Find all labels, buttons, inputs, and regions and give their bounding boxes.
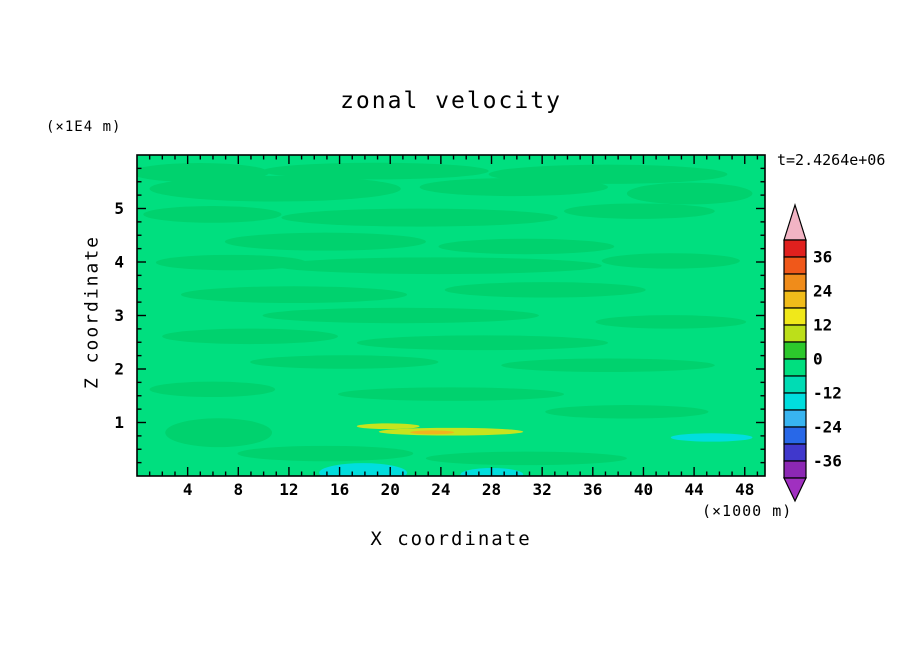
colorbar-segment xyxy=(783,256,807,275)
contour-region xyxy=(262,162,489,180)
colorbar-label: -12 xyxy=(813,384,842,403)
x-tick-label: 24 xyxy=(431,480,450,499)
colorbar-segment xyxy=(783,341,807,360)
contour-region xyxy=(425,451,627,466)
colorbar-segment xyxy=(783,443,807,462)
colorbar-segment xyxy=(783,358,807,377)
contour-region xyxy=(281,208,558,227)
x-tick-label: 44 xyxy=(684,480,703,499)
contour-region xyxy=(224,232,426,251)
contour-region xyxy=(250,355,439,369)
y-tick-label: 4 xyxy=(114,253,124,272)
contour-region xyxy=(275,257,602,275)
x-tick-label: 32 xyxy=(533,480,552,499)
x-tick-label: 4 xyxy=(183,480,193,499)
x-tick-label: 28 xyxy=(482,480,501,499)
contour-region xyxy=(180,286,408,303)
y-tick-labels: 1 2 3 4 5 xyxy=(114,199,124,432)
colorbar: 36 24 12 0 -12 -24 -36 xyxy=(783,202,842,503)
x-tick-labels: 4 8 12 16 20 24 28 32 36 40 44 48 xyxy=(183,480,755,499)
colorbar-segment xyxy=(783,273,807,292)
contour-region xyxy=(356,423,420,430)
contour-field xyxy=(137,155,765,476)
contour-region xyxy=(337,387,565,401)
contour-region xyxy=(595,315,747,329)
colorbar-label: 12 xyxy=(813,316,832,335)
colorbar-segment xyxy=(783,290,807,309)
contour-region xyxy=(564,203,715,219)
contour-region xyxy=(149,175,401,202)
colorbar-segment xyxy=(783,392,807,411)
contour-region xyxy=(162,328,338,345)
y-axis-unit-label: (×1E4 m) xyxy=(46,119,122,135)
colorbar-segment xyxy=(783,239,807,258)
contour-region xyxy=(601,253,740,269)
colorbar-label: -24 xyxy=(813,418,842,437)
contour-region xyxy=(501,358,715,372)
colorbar-label: 24 xyxy=(813,282,832,301)
colorbar-segment xyxy=(783,409,807,428)
contour-region xyxy=(410,430,455,435)
colorbar-segment xyxy=(783,324,807,343)
colorbar-bottom-arrow xyxy=(783,477,807,503)
x-tick-label: 12 xyxy=(279,480,298,499)
contour-region xyxy=(444,282,646,298)
contour-region xyxy=(545,405,709,419)
contour-region xyxy=(626,182,753,205)
contour-region xyxy=(670,433,753,442)
colorbar-segment xyxy=(783,426,807,445)
y-tick-label: 2 xyxy=(114,360,124,379)
colorbar-segment xyxy=(783,307,807,326)
x-tick-label: 8 xyxy=(233,480,243,499)
x-tick-label: 40 xyxy=(634,480,653,499)
contour-region xyxy=(165,418,273,448)
colorbar-label: -36 xyxy=(813,452,842,471)
axis-ticks xyxy=(137,155,765,476)
contour-region xyxy=(438,238,615,255)
colorbar-label: 36 xyxy=(813,248,832,267)
timestamp-label: t=2.4264e+06 xyxy=(777,151,886,169)
contour-region xyxy=(356,335,608,351)
colorbar-segment xyxy=(783,460,807,479)
x-tick-label: 36 xyxy=(583,480,602,499)
contour-region xyxy=(262,307,539,324)
x-axis-unit-label: (×1000 m) xyxy=(702,502,793,520)
y-axis-title: Z coordinate xyxy=(81,234,103,390)
contour-region xyxy=(149,381,276,398)
chart-title: zonal velocity xyxy=(340,88,562,114)
x-tick-label: 20 xyxy=(381,480,400,499)
colorbar-label: 0 xyxy=(813,350,823,369)
colorbar-labels: 36 24 12 0 -12 -24 -36 xyxy=(813,248,842,471)
contour-region xyxy=(319,463,408,476)
contour-region xyxy=(143,206,282,223)
contour-region xyxy=(237,445,414,462)
y-tick-label: 1 xyxy=(114,413,124,432)
contour-region xyxy=(419,178,608,197)
y-tick-label: 5 xyxy=(114,199,124,218)
colorbar-top-arrow xyxy=(783,202,807,241)
x-axis-title: X coordinate xyxy=(370,528,532,550)
contour-region xyxy=(155,254,307,271)
y-tick-label: 3 xyxy=(114,306,124,325)
colorbar-segment xyxy=(783,375,807,394)
x-tick-label: 48 xyxy=(735,480,754,499)
x-tick-label: 16 xyxy=(330,480,349,499)
